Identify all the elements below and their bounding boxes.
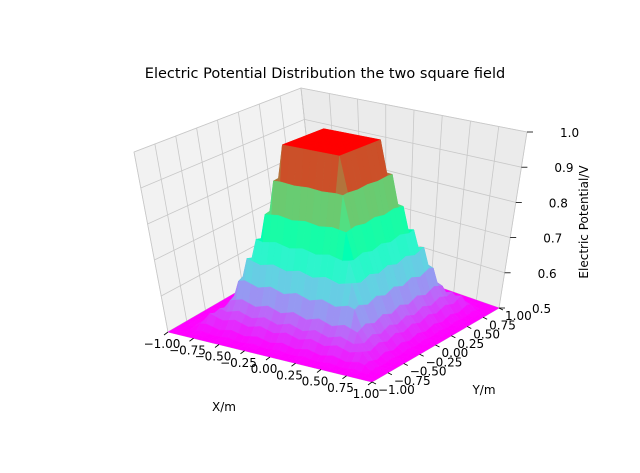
x-tick-mark [163,331,169,336]
y-tick-mark [371,381,377,385]
x-tick-mark [240,350,245,355]
grid-line [154,143,188,322]
x-tick-mark [214,344,220,348]
x-tick-mark [265,356,271,361]
x-tick-label: 0.25 [276,368,303,382]
y-tick-label: 0.50 [473,328,500,342]
z-tick-label: 0.5 [532,302,551,316]
grid-line [196,127,225,300]
x-tick-mark [189,337,194,342]
x-tick-label: 0.50 [302,375,329,389]
z-tick-label: 0.9 [554,161,573,175]
z-tick-label: 0.6 [538,267,557,281]
z-tick-label: 0.7 [543,232,562,246]
y-tick-mark [435,344,440,348]
axis-ticks: −1.00−0.75−0.50−0.250.000.250.500.751.00… [144,126,579,401]
x-tick-label: −0.75 [169,343,206,357]
y-tick-mark [467,326,472,329]
grid-line [453,120,471,293]
y-tick-mark [419,353,424,357]
y-tick-mark [482,316,488,320]
x-tick-label: −1.00 [144,337,181,351]
z-tick-label: 0.8 [549,196,568,210]
y-tick-label: 0.00 [442,346,469,360]
grid-line [475,126,500,301]
x-tick-label: −0.50 [195,350,232,364]
grid-line [430,115,443,285]
grid-line [133,87,528,153]
y-tick-label: −0.75 [394,374,431,388]
grid-line [140,118,522,189]
x-axis-label: X/m [212,400,236,414]
y-axis-label: Y/m [471,383,495,397]
surface-patch [365,377,377,383]
y-tick-label: −1.00 [378,383,415,397]
x-tick-label: 0.00 [251,362,278,376]
x-tick-mark [316,369,322,373]
y-tick-label: −0.50 [410,365,447,379]
x-tick-label: −0.25 [220,356,257,370]
grid-line [498,131,528,309]
grid-line [133,151,169,333]
y-tick-mark [403,363,408,366]
grid-line [217,119,244,289]
z-axis-label: Electric Potential/V [577,165,591,279]
x-tick-label: 1.00 [353,387,380,401]
x-tick-mark [291,362,296,367]
surface-mesh [167,128,500,383]
x-tick-mark [342,375,347,380]
y-tick-label: 0.25 [457,337,484,351]
z-tick-label: 1.0 [560,126,579,140]
y-tick-label: 0.75 [489,318,516,332]
chart-title: Electric Potential Distribution the two … [145,66,505,82]
y-tick-mark [451,335,456,339]
y-tick-label: 1.00 [505,309,532,323]
grid-line [175,135,206,311]
x-tick-label: 0.75 [327,381,354,395]
y-tick-label: −0.25 [426,355,463,369]
x-tick-mark [367,381,373,386]
y-tick-mark [387,372,393,376]
